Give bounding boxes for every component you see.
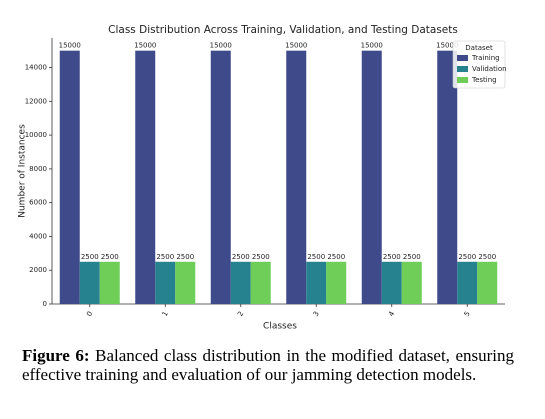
value-label: 2500 <box>383 253 401 261</box>
legend-swatch <box>457 66 468 72</box>
x-axis-label: Classes <box>263 322 297 332</box>
bar <box>437 50 458 304</box>
value-label: 2500 <box>458 253 476 261</box>
bar <box>175 261 196 304</box>
x-tick-label: 3 <box>312 310 321 318</box>
y-axis-label: Number of Instances <box>18 124 28 218</box>
value-label: 2500 <box>252 253 270 261</box>
caption-text: Balanced class distribution in the modif… <box>22 346 515 384</box>
legend-label: Validation <box>472 65 507 73</box>
y-tick-label: 4000 <box>29 232 47 240</box>
value-label: 2500 <box>176 253 194 261</box>
value-label: 2500 <box>403 253 421 261</box>
y-tick-label: 12000 <box>25 97 47 105</box>
legend-box <box>452 40 506 89</box>
bar <box>230 261 251 304</box>
value-label: 2500 <box>156 253 174 261</box>
caption: Figure 6: Balanced class distribution in… <box>22 346 514 384</box>
value-label: 2500 <box>478 253 496 261</box>
value-label: 15000 <box>59 42 81 50</box>
bar <box>326 261 347 304</box>
y-tick-label: 8000 <box>29 165 47 173</box>
bar <box>155 261 176 304</box>
value-label: 2500 <box>232 253 250 261</box>
legend-label: Testing <box>471 76 497 84</box>
x-tick-label: 2 <box>236 310 245 318</box>
bar <box>381 261 402 304</box>
x-tick-label: 0 <box>85 310 94 318</box>
bar <box>250 261 271 304</box>
bar <box>361 50 382 304</box>
legend-swatch <box>457 55 468 61</box>
bar <box>59 50 80 304</box>
bar <box>99 261 120 304</box>
bar <box>306 261 327 304</box>
y-tick-label: 10000 <box>25 131 47 139</box>
value-label: 15000 <box>285 42 307 50</box>
bar <box>286 50 307 304</box>
bar <box>401 261 422 304</box>
x-tick-label: 1 <box>161 310 170 318</box>
y-tick-label: 2000 <box>29 266 47 274</box>
legend-title: Dataset <box>465 44 493 52</box>
value-label: 2500 <box>81 253 99 261</box>
chart: Class Distribution Across Training, Vali… <box>18 24 507 332</box>
value-label: 2500 <box>327 253 345 261</box>
bar <box>477 261 498 304</box>
value-label: 2500 <box>307 253 325 261</box>
x-tick-label: 4 <box>387 310 396 318</box>
x-tick-label: 5 <box>463 310 472 318</box>
value-label: 15000 <box>210 42 232 50</box>
value-label: 15000 <box>134 42 156 50</box>
value-label: 15000 <box>436 42 458 50</box>
value-label: 2500 <box>101 253 119 261</box>
bar <box>79 261 100 304</box>
legend-label: Training <box>471 54 500 62</box>
legend: Dataset Training Validation Testing <box>452 40 507 89</box>
chart-title: Class Distribution Across Training, Vali… <box>108 24 458 36</box>
y-tick-label: 6000 <box>29 199 47 207</box>
legend-swatch <box>457 77 468 83</box>
bar <box>210 50 231 304</box>
y-tick-label: 14000 <box>25 64 47 72</box>
caption-label: Figure 6: <box>22 346 90 365</box>
value-label: 15000 <box>361 42 383 50</box>
bar <box>135 50 156 304</box>
y-tick-label: 0 <box>43 300 47 308</box>
bar <box>457 261 478 304</box>
